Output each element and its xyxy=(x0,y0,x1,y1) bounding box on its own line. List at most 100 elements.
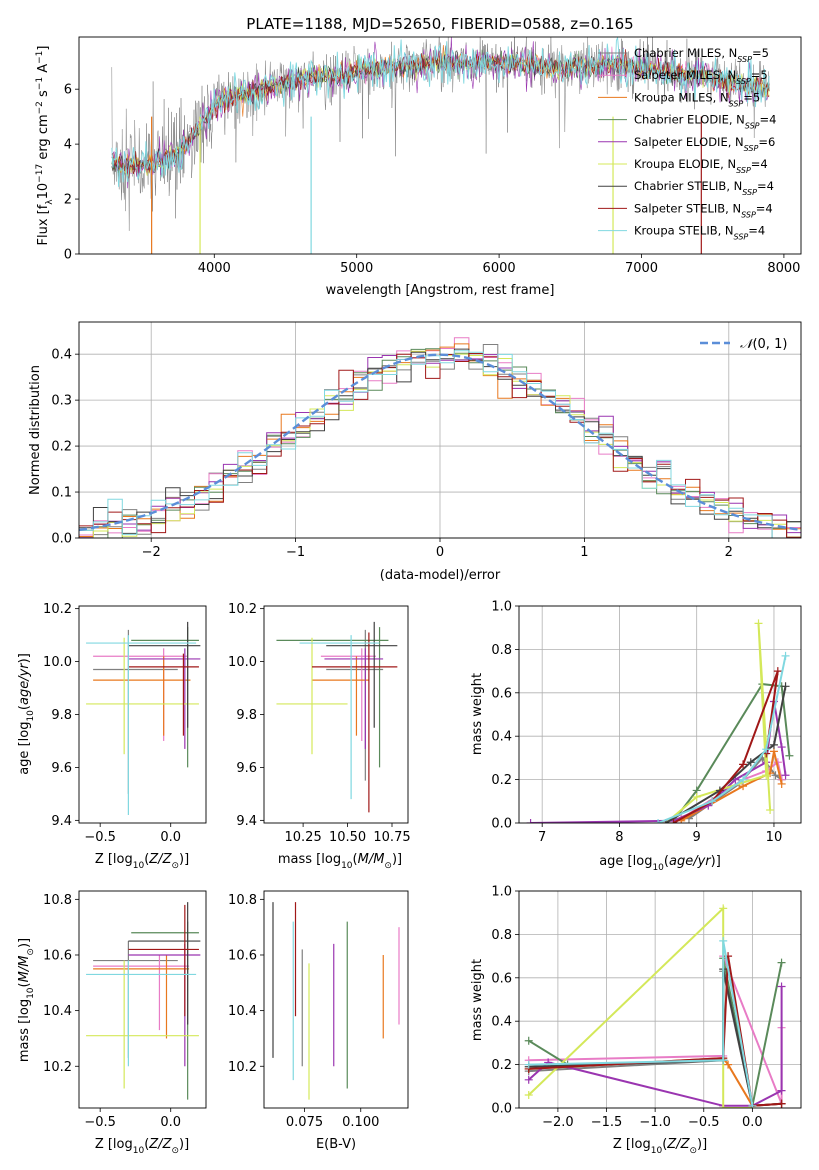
x-tick-label: 0.075 xyxy=(286,1115,323,1130)
legend-entry: Chabrier STELIB, NSSP=4 xyxy=(634,179,774,197)
weight_vs_Z-frame xyxy=(518,890,802,1109)
y-tick-label: 0.0 xyxy=(491,1102,512,1117)
y-tick-label: 10.4 xyxy=(43,1004,72,1019)
x-tick-label: 0.0 xyxy=(742,1115,763,1130)
x-tick-label: 8000 xyxy=(767,261,800,276)
y-tick-label: 10.8 xyxy=(43,893,72,908)
y-tick-label: 1.0 xyxy=(491,885,512,900)
weight-point-marker xyxy=(524,1075,533,1084)
mass_vs_Z-axes: −0.5 0.0 10.2 10.4 10.6 10.8 xyxy=(43,893,181,1130)
weight-point-marker xyxy=(781,682,790,691)
mass_vs_ebv-axes: 0.075 0.100 10.2 10.4 10.6 10.8 xyxy=(228,893,379,1130)
spectrum-lines xyxy=(111,37,770,254)
weight-point-marker xyxy=(719,1056,728,1065)
legend-entry: Salpeter STELIB, NSSP=4 xyxy=(634,201,773,219)
weight-series-line xyxy=(528,906,753,1108)
weight-point-marker xyxy=(719,1104,728,1108)
residual-histogram-step xyxy=(79,353,801,538)
x-tick-label: 7000 xyxy=(625,261,658,276)
weight-point-marker xyxy=(777,779,786,788)
mass-vs-ebv-x-axis-label: E(B-V) xyxy=(316,1137,356,1152)
weight-point-marker xyxy=(762,771,771,780)
y-tick-label: 0.3 xyxy=(51,394,72,409)
x-tick-label: 1 xyxy=(580,545,588,560)
x-tick-label: 0.100 xyxy=(342,1115,379,1130)
mass_vs_Z-frame xyxy=(78,890,207,1109)
figure-title: PLATE=1188, MJD=52650, FIBERID=0588, z=0… xyxy=(246,15,633,33)
weight-point-marker xyxy=(724,1060,733,1069)
spectrum-y-axis-label: Flux [fλ10−17 erg cm−2 s−1 A−1] xyxy=(35,46,55,246)
legend-entry: 𝒩(0, 1) xyxy=(740,337,787,352)
age_vs_mass-errorbars xyxy=(276,621,398,813)
y-tick-label: 0.0 xyxy=(51,532,72,547)
y-tick-label: 10.2 xyxy=(228,602,257,617)
weight-point-marker xyxy=(777,1099,786,1108)
x-tick-label: −2.0 xyxy=(542,1115,574,1130)
weight-vs-Z-x-axis-label: Z [log10(Z/Z⊙)] xyxy=(613,1137,707,1156)
legend-entry: Chabrier ELODIE, NSSP=4 xyxy=(634,113,776,131)
y-tick-label: 9.8 xyxy=(51,708,72,723)
x-tick-label: 5000 xyxy=(340,261,373,276)
y-tick-label: 0.2 xyxy=(491,1058,512,1073)
legend-entry: Kroupa ELODIE, NSSP=4 xyxy=(634,157,768,175)
spectrum-axes: 4000 5000 6000 7000 8000 0 2 4 6 xyxy=(64,83,801,276)
y-tick-label: 10.2 xyxy=(43,602,72,617)
weight-point-marker xyxy=(719,904,728,913)
x-tick-label: 7 xyxy=(538,830,546,845)
x-tick-label: −0.5 xyxy=(84,830,116,845)
weight-point-marker xyxy=(773,667,782,676)
x-tick-label: 6000 xyxy=(483,261,516,276)
spectrum-legend: Chabrier MILES, NSSP=5 Salpeter MILES, NS… xyxy=(598,46,776,241)
weight-series-line xyxy=(672,683,791,822)
y-tick-label: 0 xyxy=(64,248,72,263)
weight-point-marker xyxy=(692,792,701,801)
y-tick-label: 9.6 xyxy=(51,761,72,776)
model-spectrum-line xyxy=(111,37,770,187)
weight-point-marker xyxy=(766,805,775,814)
y-tick-label: 0.8 xyxy=(491,643,512,658)
y-tick-label: 10.6 xyxy=(43,948,72,963)
age_vs_Z-frame xyxy=(78,605,207,824)
y-tick-label: 10.2 xyxy=(228,1060,257,1075)
age-vs-Z-x-axis-label: Z [log10(Z/Z⊙)] xyxy=(95,852,189,871)
weight-point-marker xyxy=(769,740,778,749)
x-tick-label: −0.5 xyxy=(688,1115,720,1130)
weight_vs_Z-axes: −2.0 −1.5 −1.0 −0.5 0.0 0.0 0.2 0.4 0.6 0.8 1.0 xyxy=(491,885,801,1130)
x-tick-label: −1 xyxy=(286,545,305,560)
y-tick-label: 10.0 xyxy=(228,655,257,670)
weight-series-line xyxy=(528,940,754,1106)
weight-point-marker xyxy=(781,771,790,780)
weight-point-marker xyxy=(748,1101,757,1108)
residual-histograms xyxy=(79,337,801,538)
spectrum-frame xyxy=(78,36,802,255)
y-tick-label: 0.6 xyxy=(491,686,512,701)
weight-point-marker xyxy=(524,1036,533,1045)
residuals-x-axis-label: (data-model)/error xyxy=(380,568,501,583)
x-tick-label: 0.0 xyxy=(160,830,181,845)
y-tick-label: 6 xyxy=(64,83,72,98)
normal-reference-curve xyxy=(79,353,801,532)
y-tick-label: 2 xyxy=(64,193,72,208)
y-tick-label: 0.1 xyxy=(51,486,72,501)
y-tick-label: 9.4 xyxy=(236,814,257,829)
age-vs-Z-y-axis-label: age [log10(age/yr)] xyxy=(17,653,36,775)
residual-histogram-step xyxy=(79,350,801,538)
residuals-y-axis-label: Normed distribution xyxy=(28,365,43,495)
weight-point-marker xyxy=(669,819,678,823)
y-tick-label: 0.2 xyxy=(491,773,512,788)
weight-vs-Z-y-axis-label: mass weight xyxy=(470,959,485,1041)
y-tick-label: 10.4 xyxy=(228,1004,257,1019)
legend-entry: Kroupa STELIB, NSSP=4 xyxy=(634,224,765,242)
x-tick-label: −2 xyxy=(142,545,161,560)
residuals-legend: 𝒩(0, 1) xyxy=(700,337,787,352)
weight-vs-age-y-axis-label: mass weight xyxy=(470,673,485,755)
weight-point-marker xyxy=(524,1060,533,1069)
weight_vs_age-frame xyxy=(518,605,802,824)
weight-point-marker xyxy=(708,797,717,806)
weight-point-marker xyxy=(777,743,786,752)
x-tick-label: 10.25 xyxy=(285,830,322,845)
weight-point-marker xyxy=(781,651,790,660)
weight-point-marker xyxy=(777,1086,786,1095)
y-tick-label: 9.8 xyxy=(236,708,257,723)
